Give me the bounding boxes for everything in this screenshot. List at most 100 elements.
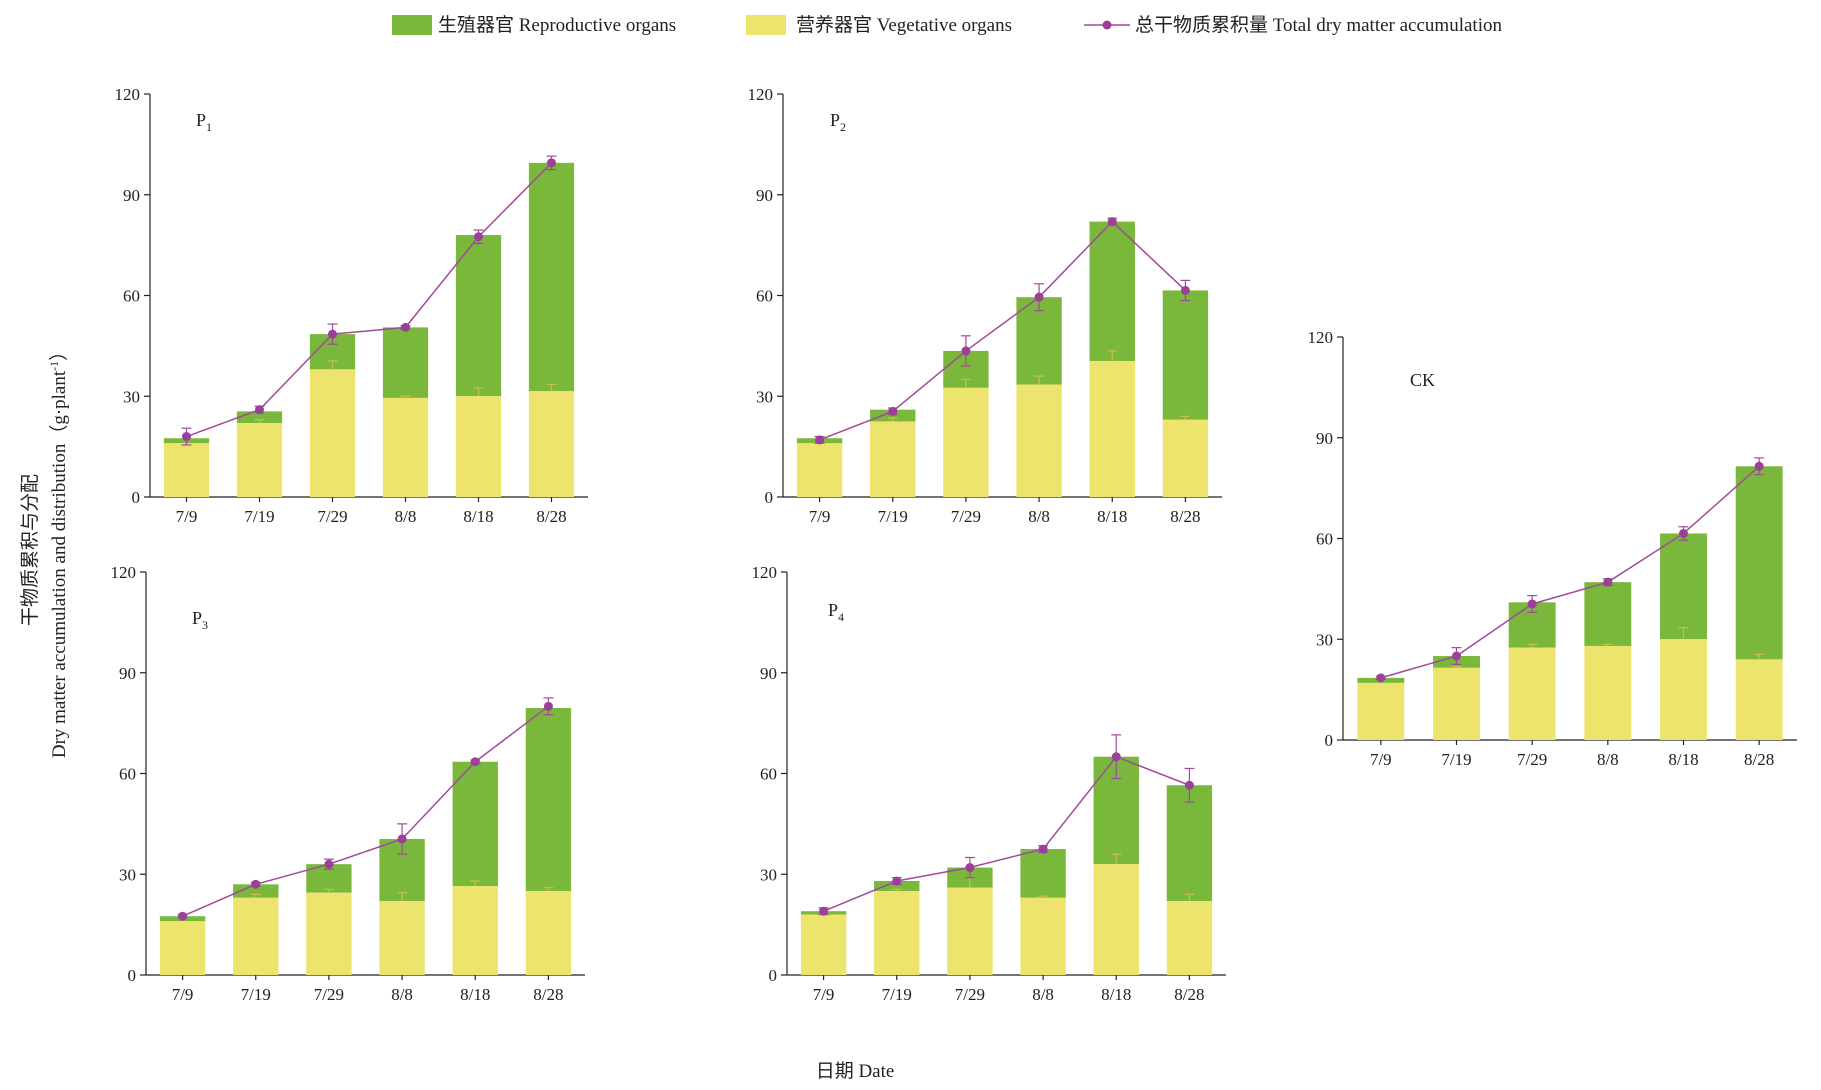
- x-tick-label: 7/29: [955, 985, 985, 1004]
- total-line: [186, 162, 553, 438]
- total-point: [1107, 217, 1117, 227]
- y-axis-title-en-close: ）: [48, 342, 70, 361]
- y-axis-title-en-main: Dry matter accumulation and distribution…: [48, 370, 70, 758]
- x-tick-label: 8/28: [536, 507, 566, 526]
- bar-vegetative: [1089, 360, 1135, 497]
- bar-vegetative: [525, 891, 572, 975]
- total-point: [178, 911, 188, 921]
- total-point: [1180, 285, 1190, 295]
- y-tick-label: 90: [1316, 429, 1333, 448]
- total-line: [1380, 465, 1760, 679]
- panel-label: P4: [828, 600, 844, 624]
- panel-p1: 0 30 60 90 120 7/9 7/19 7/29 8/8 8/18 8/28 P1: [115, 85, 588, 526]
- panel-label-sub: 3: [202, 618, 208, 632]
- bar-vegetative: [163, 443, 210, 497]
- total-line: [182, 705, 549, 917]
- x-axis-title: 日期 Date: [816, 1060, 895, 1082]
- total-point: [1111, 752, 1121, 762]
- total-point: [182, 432, 191, 442]
- legend-swatch-vegetative: [746, 15, 786, 35]
- x-tick-label: 7/19: [878, 507, 908, 526]
- x-tick-label: 8/8: [1028, 507, 1050, 526]
- bar-reproductive: [236, 411, 283, 424]
- bar-vegetative: [452, 886, 498, 975]
- y-tick-label: 60: [119, 765, 136, 784]
- bar-vegetative: [1735, 659, 1783, 740]
- bar-reproductive: [452, 761, 498, 887]
- bar-vegetative: [943, 387, 989, 497]
- x-tick-label: 7/9: [809, 507, 831, 526]
- bar-vegetative: [236, 423, 283, 497]
- bar-vegetative: [1016, 384, 1062, 497]
- x-tick-label: 8/18: [463, 507, 493, 526]
- x-tick-label: 7/19: [882, 985, 912, 1004]
- total-point: [1034, 292, 1044, 302]
- legend-label-reproductive: 生殖器官 Reproductive organs: [438, 14, 676, 36]
- y-tick-label: 90: [123, 186, 140, 205]
- y-tick-label: 60: [760, 765, 777, 784]
- total-point: [543, 701, 553, 711]
- bar-reproductive: [455, 235, 502, 397]
- bar-vegetative: [870, 421, 916, 497]
- bar-vegetative: [1584, 645, 1632, 740]
- bar-vegetative: [1020, 897, 1066, 975]
- x-tick-label: 8/18: [460, 985, 490, 1004]
- x-tick-label: 7/9: [813, 985, 835, 1004]
- total-point: [470, 757, 480, 767]
- bar-reproductive: [1089, 221, 1135, 361]
- bar-reproductive: [1162, 290, 1209, 420]
- total-point: [965, 863, 975, 873]
- bar-vegetative: [528, 391, 575, 497]
- panel-p2: 0 30 60 90 120 7/9 7/19 7/29 8/8 8/18 8/28 P2: [748, 85, 1222, 526]
- total-point: [819, 906, 829, 916]
- bar-reproductive: [1660, 533, 1707, 640]
- panel-label-sub: 1: [206, 120, 212, 134]
- legend: 生殖器官 Reproductive organs 营养器官 Vegetative…: [392, 14, 1502, 36]
- bar-reproductive: [1016, 297, 1062, 385]
- y-axis-title-en-sup: -1: [47, 361, 61, 371]
- total-line: [819, 220, 1186, 441]
- bar-vegetative: [159, 921, 206, 975]
- x-tick-label: 8/28: [533, 985, 563, 1004]
- x-tick-label: 8/28: [1174, 985, 1204, 1004]
- y-tick-label: 0: [132, 488, 141, 507]
- bar-reproductive: [874, 880, 920, 892]
- y-tick-label: 90: [756, 186, 773, 205]
- total-point: [474, 232, 483, 242]
- y-tick-label: 0: [765, 488, 774, 507]
- total-point: [1603, 577, 1613, 587]
- y-tick-label: 90: [119, 664, 136, 683]
- x-tick-label: 8/18: [1097, 507, 1127, 526]
- panel-label-sub: 4: [838, 610, 844, 624]
- bar-vegetative: [382, 397, 429, 497]
- total-point: [251, 879, 261, 889]
- total-point: [1038, 844, 1048, 854]
- panel-label: P3: [192, 608, 208, 632]
- legend-item-total: 总干物质累积量 Total dry matter accumulation: [1084, 14, 1502, 36]
- y-tick-label: 90: [760, 664, 777, 683]
- total-point: [1679, 528, 1688, 538]
- bar-reproductive: [1020, 849, 1066, 898]
- y-tick-label: 30: [760, 865, 777, 884]
- bar-vegetative: [1166, 901, 1213, 975]
- total-point: [397, 834, 407, 844]
- x-tick-label: 7/29: [314, 985, 344, 1004]
- bar-vegetative: [455, 396, 502, 497]
- y-axis-title-en: Dry matter accumulation and distribution…: [47, 342, 70, 758]
- bar-reproductive: [233, 884, 279, 898]
- total-point: [255, 405, 264, 415]
- x-tick-label: 7/29: [317, 507, 347, 526]
- x-tick-label: 7/9: [1370, 750, 1392, 769]
- bar-vegetative: [306, 892, 352, 975]
- total-point: [892, 876, 902, 886]
- total-line: [823, 755, 1190, 912]
- panel-label: P2: [830, 110, 846, 134]
- bar-vegetative: [1357, 682, 1405, 740]
- x-tick-label: 8/28: [1170, 507, 1200, 526]
- bar-vegetative: [874, 891, 920, 975]
- bar-vegetative: [309, 369, 356, 497]
- total-point: [1376, 673, 1386, 683]
- bar-reproductive: [528, 162, 575, 392]
- x-tick-label: 7/9: [172, 985, 194, 1004]
